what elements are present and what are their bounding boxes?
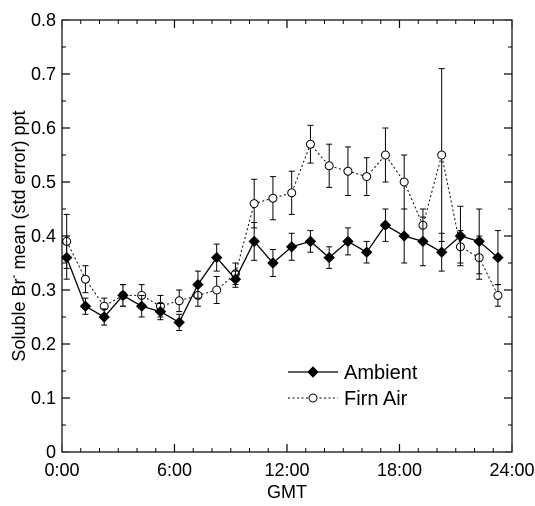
data-point-diamond — [210, 251, 223, 264]
y-tick-label: 0.2 — [31, 334, 56, 354]
data-point-circle — [437, 150, 447, 160]
data-point-diamond — [360, 246, 373, 258]
axis-labels: GMT Soluble Br- mean (std error) ppt — [6, 110, 307, 502]
data-point-diamond — [342, 235, 354, 248]
data-point-diamond — [192, 278, 204, 291]
data-point-diamond — [98, 311, 110, 323]
y-tick-label: 0.5 — [31, 172, 56, 192]
y-axis-title: Soluble Br- mean (std error) ppt — [6, 110, 29, 361]
data-point-circle — [212, 285, 222, 295]
x-tick-label: 12:00 — [264, 460, 309, 480]
data-point-diamond — [135, 300, 148, 312]
data-point-diamond — [117, 289, 129, 302]
data-point-circle — [493, 290, 503, 300]
data-point-diamond — [398, 230, 410, 242]
data-point-circle — [324, 161, 334, 171]
legend-label: Firn Air — [344, 388, 408, 410]
data-point-diamond — [379, 219, 392, 231]
series-ambient — [60, 205, 504, 331]
data-point-diamond — [304, 235, 317, 248]
data-point-circle — [305, 139, 315, 149]
y-tick-label: 0.1 — [31, 388, 56, 408]
data-point-circle — [268, 193, 278, 203]
x-tick-label: 6:00 — [157, 460, 192, 480]
data-point-circle — [80, 274, 90, 284]
data-point-circle — [287, 188, 297, 198]
data-point-diamond — [248, 235, 260, 248]
data-point-diamond — [173, 316, 185, 329]
axes: 0 0.1 0.2 0.3 0.4 0.5 0.6 0.7 0.8 0:00 6:00 12:00 18… — [31, 10, 535, 480]
y-tick-label: 0.6 — [31, 118, 56, 138]
data-point-diamond — [285, 241, 298, 253]
data-point-diamond — [229, 273, 242, 285]
series-line — [66, 143, 499, 307]
x-tick-label: 0:00 — [44, 460, 79, 480]
data-point-diamond — [60, 251, 73, 264]
series-line — [66, 224, 499, 324]
data-point-circle — [249, 199, 259, 209]
data-point-diamond — [473, 235, 485, 248]
data-point-circle — [174, 296, 184, 306]
y-tick-label: 0 — [46, 442, 56, 462]
data-point-diamond — [435, 246, 448, 258]
y-tick-label: 0.3 — [31, 280, 56, 300]
data-point-diamond — [307, 366, 319, 378]
y-tick-label: 0.8 — [31, 10, 56, 30]
y-axis-title-sup: - — [6, 275, 20, 279]
x-axis-title: GMT — [267, 482, 307, 502]
y-tick-label: 0.4 — [31, 226, 56, 246]
data-point-diamond — [323, 251, 335, 264]
data-point-diamond — [417, 235, 429, 248]
plot-frame — [61, 19, 513, 453]
data-point-diamond — [79, 300, 92, 312]
data-point-diamond — [267, 257, 279, 269]
data-point-diamond — [454, 230, 467, 242]
series-layer — [60, 68, 504, 331]
legend-label: Ambient — [344, 362, 418, 384]
data-point-circle — [380, 150, 390, 160]
legend: Ambient Firn Air — [288, 362, 418, 410]
y-tick-label: 0.7 — [31, 64, 56, 84]
data-point-circle — [343, 166, 353, 176]
series-firn-air — [62, 68, 503, 318]
data-point-diamond — [492, 251, 504, 264]
data-point-circle — [362, 172, 372, 182]
y-axis-title-main: Soluble Br — [9, 279, 29, 362]
data-point-circle — [399, 177, 409, 187]
y-axis-title-rest: mean (std error) ppt — [9, 110, 29, 274]
data-point-diamond — [154, 305, 167, 318]
data-point-circle — [308, 393, 318, 403]
x-tick-label: 24:00 — [489, 460, 534, 480]
x-tick-label: 18:00 — [377, 460, 422, 480]
